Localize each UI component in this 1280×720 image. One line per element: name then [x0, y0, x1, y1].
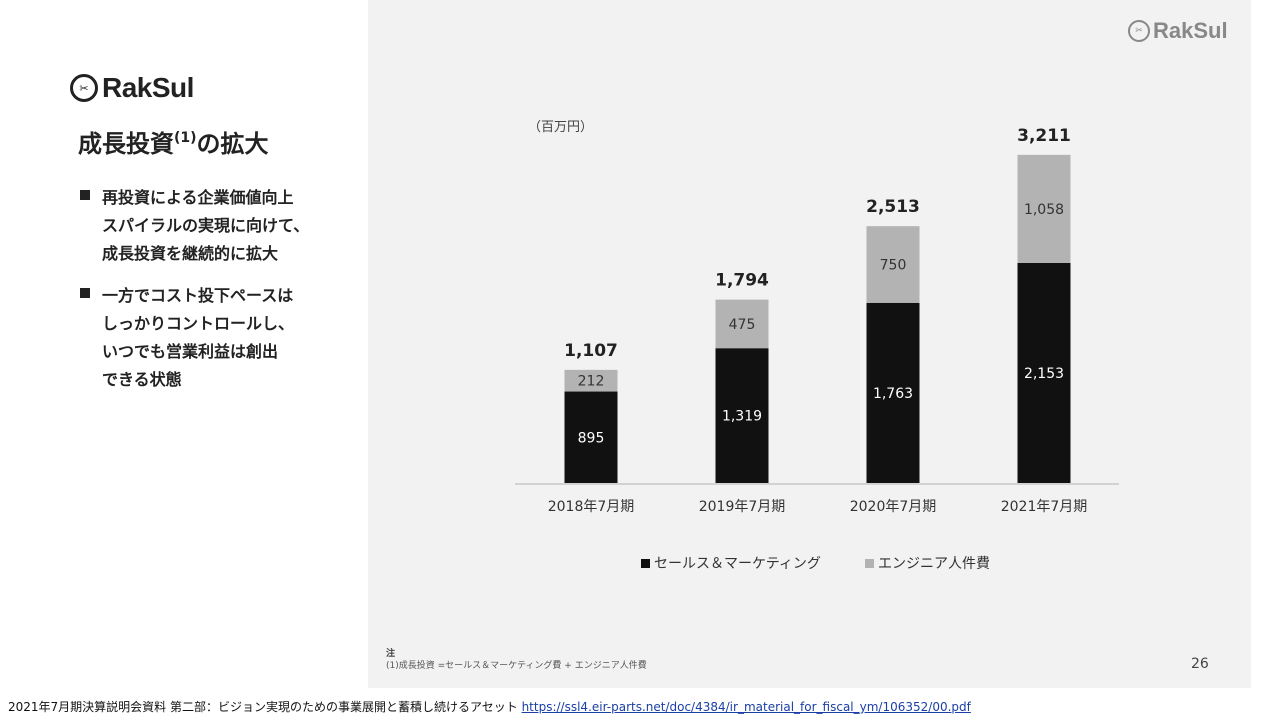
bullet-list: 再投資による企業価値向上 スパイラルの実現に向けて、 成長投資を継続的に拡大 一… [80, 184, 360, 408]
source-caption: 2021年7月期決算説明会資料 第二部：ビジョン実現のための事業展開と蓄積し続け… [8, 698, 971, 715]
bullet-square-icon [80, 190, 90, 200]
slide: ✂ RakSul ✂ RakSul 成長投資(1)の拡大 再投資による企業価値向… [70, 0, 1251, 688]
bullet-square-icon [80, 288, 90, 298]
bar-value-label: 475 [729, 317, 756, 333]
bar-segment [1017, 262, 1071, 483]
logo-wordmark: RakSul [102, 72, 194, 103]
title-suffix: の拡大 [196, 130, 269, 158]
note-heading: 注 [386, 649, 396, 659]
bar-value-label: 1,319 [722, 409, 762, 425]
raksul-corner-logo: ✂ RakSul [1128, 18, 1228, 44]
bar-segment [1017, 154, 1071, 263]
logo-mark-icon: ✂ [70, 74, 98, 102]
bullet-line: 成長投資を継続的に拡大 [102, 244, 279, 263]
bar-value-label: 750 [880, 257, 907, 273]
bullet-line: できる状態 [102, 370, 182, 389]
slide-title: 成長投資(1)の拡大 [78, 124, 269, 159]
bar-value-label: 895 [578, 430, 605, 446]
bar-segment [715, 299, 769, 349]
bar-segment [715, 348, 769, 483]
bar-segment [564, 391, 618, 483]
x-tick-label: 2019年7月期 [699, 499, 786, 515]
bar-segment [866, 302, 920, 483]
bullet-line: 一方でコスト投下ペースは [102, 286, 294, 305]
bar-segment [866, 226, 920, 303]
title-text: 成長投資 [78, 130, 174, 158]
bullet-line: 再投資による企業価値向上 [102, 188, 294, 207]
corner-logo-wordmark: RakSul [1153, 18, 1228, 43]
bar-total-label: 3,211 [1017, 126, 1071, 146]
legend-swatch [641, 559, 650, 568]
stacked-bar-chart: （百万円） 895 212 1,107 2018年7月期 1,319 475 1,794 201… [515, 120, 1119, 572]
bar-value-label: 2,153 [1024, 366, 1064, 382]
x-tick-label: 2018年7月期 [548, 499, 635, 515]
chart-panel [368, 0, 1251, 688]
bar-total-label: 1,794 [715, 271, 769, 291]
source-link[interactable]: https://ssl4.eir-parts.net/doc/4384/ir_m… [521, 700, 971, 714]
legend-swatch [865, 559, 874, 568]
bar-segment [564, 369, 618, 392]
unit-label: （百万円） [528, 120, 593, 135]
source-text: 2021年7月期決算説明会資料 第二部：ビジョン実現のための事業展開と蓄積し続け… [8, 700, 522, 714]
x-tick-label: 2021年7月期 [1001, 499, 1088, 515]
legend-label: エンジニア人件費 [878, 556, 990, 572]
bar-total-label: 2,513 [866, 197, 920, 217]
bullet-item: 再投資による企業価値向上 スパイラルの実現に向けて、 成長投資を継続的に拡大 [80, 184, 360, 268]
x-tick-label: 2020年7月期 [850, 499, 937, 515]
title-footnote-marker: (1) [174, 130, 197, 146]
bullet-line: スパイラルの実現に向けて、 [102, 216, 310, 235]
legend-label: セールス＆マーケティング [654, 556, 821, 572]
raksul-logo: ✂ RakSul [70, 72, 194, 104]
bullet-line: しっかりコントロールし、 [102, 314, 295, 333]
corner-logo-mark-icon: ✂ [1128, 20, 1150, 42]
bar-value-label: 1,058 [1024, 202, 1064, 218]
bar-value-label: 1,763 [873, 386, 913, 402]
bar-total-label: 1,107 [564, 341, 618, 361]
bullet-line: いつでも営業利益は創出 [102, 342, 279, 361]
note-text: (1)成長投資 =セールス＆マーケティング費 + エンジニア人件費 [386, 661, 647, 671]
page-number: 26 [1191, 656, 1209, 672]
bar-value-label: 212 [578, 374, 605, 390]
bullet-item: 一方でコスト投下ペースは しっかりコントロールし、 いつでも営業利益は創出 でき… [80, 282, 360, 394]
